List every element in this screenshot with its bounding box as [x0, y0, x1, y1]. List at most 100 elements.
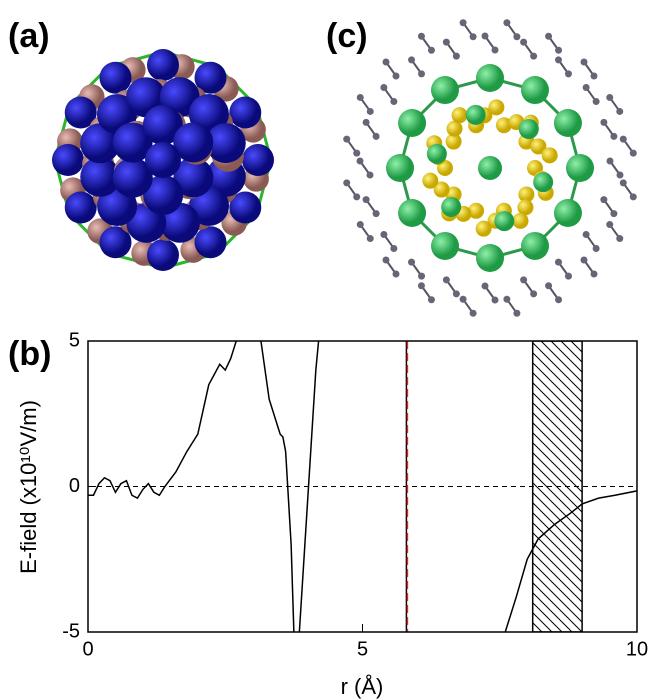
atom-green [478, 156, 502, 180]
h-atom [593, 98, 600, 105]
h-atom [530, 290, 537, 297]
h-atom [453, 53, 460, 60]
x-axis-label: r (Å) [341, 674, 384, 699]
h-atom [593, 245, 600, 252]
atom-green [554, 109, 582, 137]
atom-blue [65, 192, 97, 224]
h-atom [363, 119, 370, 126]
h-atom [545, 282, 552, 289]
h-atom [418, 33, 425, 40]
h-atom [453, 290, 460, 297]
h-atom [390, 245, 397, 252]
h-atom [513, 310, 520, 317]
h-atom [590, 270, 597, 277]
h-atom [380, 84, 387, 91]
h-atom [380, 231, 387, 238]
h-atom [620, 179, 627, 186]
h-atom [470, 310, 477, 317]
atom-green [427, 144, 447, 164]
h-atom [610, 210, 617, 217]
atom-green [554, 199, 582, 227]
h-atom [606, 94, 613, 101]
h-atom [418, 273, 425, 280]
atom-green [566, 154, 594, 182]
atom-green [441, 197, 461, 217]
h-atom [616, 235, 623, 242]
h-atom [555, 259, 562, 266]
h-atom [600, 119, 607, 126]
figure: (a) (b) (c) r (Å) E-field (x10¹⁰V/m) 051… [0, 0, 652, 700]
y-tick-label: 0 [69, 475, 80, 497]
atom-blue [147, 239, 179, 271]
h-atom [470, 33, 477, 40]
atom-green [398, 109, 426, 137]
h-atom [630, 193, 637, 200]
h-atom [367, 172, 374, 179]
y-tick-label: -5 [62, 620, 80, 642]
h-atom [583, 84, 590, 91]
atom-blue [52, 144, 84, 176]
h-atom [373, 133, 380, 140]
panel-label: (a) [8, 17, 50, 55]
h-atom [367, 235, 374, 242]
atom-blue [145, 142, 181, 178]
h-atom [600, 196, 607, 203]
h-atom [357, 94, 364, 101]
h-atom [555, 47, 562, 54]
h-atom [565, 70, 572, 77]
h-atom [393, 73, 400, 80]
y-axis-label: E-field (x10¹⁰V/m) [16, 400, 41, 574]
h-atom [620, 136, 627, 143]
h-atom [590, 73, 597, 80]
h-atom [383, 59, 390, 66]
atom-yellow [542, 147, 558, 163]
h-atom [513, 33, 520, 40]
atom-green [398, 199, 426, 227]
h-atom [408, 56, 415, 63]
h-atom [583, 231, 590, 238]
h-atom [610, 133, 617, 140]
panel-label: (c) [326, 17, 368, 55]
h-atom [492, 47, 499, 54]
h-atom [630, 150, 637, 157]
h-atom [408, 259, 415, 266]
h-atom [555, 56, 562, 63]
atom-blue [242, 144, 274, 176]
h-atom [545, 33, 552, 40]
h-atom [363, 196, 370, 203]
h-atom [503, 19, 510, 26]
h-atom [530, 53, 537, 60]
h-atom [357, 158, 364, 165]
h-atom [357, 221, 364, 228]
x-tick-label: 0 [82, 638, 93, 660]
atom-yellow [422, 173, 438, 189]
h-atom [428, 296, 435, 303]
y-tick-label: 5 [69, 329, 80, 351]
atom-green [519, 119, 539, 139]
atom-blue [147, 49, 179, 81]
h-atom [418, 282, 425, 289]
atom-green [431, 76, 459, 104]
atom-blue [195, 226, 227, 258]
h-atom [383, 256, 390, 263]
atom-green [386, 154, 414, 182]
h-atom [482, 283, 489, 290]
h-atom [390, 98, 397, 105]
h-atom [492, 297, 499, 304]
h-atom [353, 193, 360, 200]
h-atom [353, 150, 360, 157]
h-atom [428, 47, 435, 54]
x-tick-label: 5 [357, 638, 368, 660]
h-atom [373, 210, 380, 217]
h-atom [520, 39, 527, 46]
h-atom [580, 59, 587, 66]
plot-area [88, 341, 637, 632]
h-atom [418, 70, 425, 77]
panel-label: (b) [8, 335, 51, 373]
h-atom [460, 296, 467, 303]
atom-yellow [488, 99, 504, 115]
atom-blue [100, 62, 132, 94]
atom-green [476, 64, 504, 92]
h-atom [607, 158, 614, 165]
atom-green [494, 211, 514, 231]
